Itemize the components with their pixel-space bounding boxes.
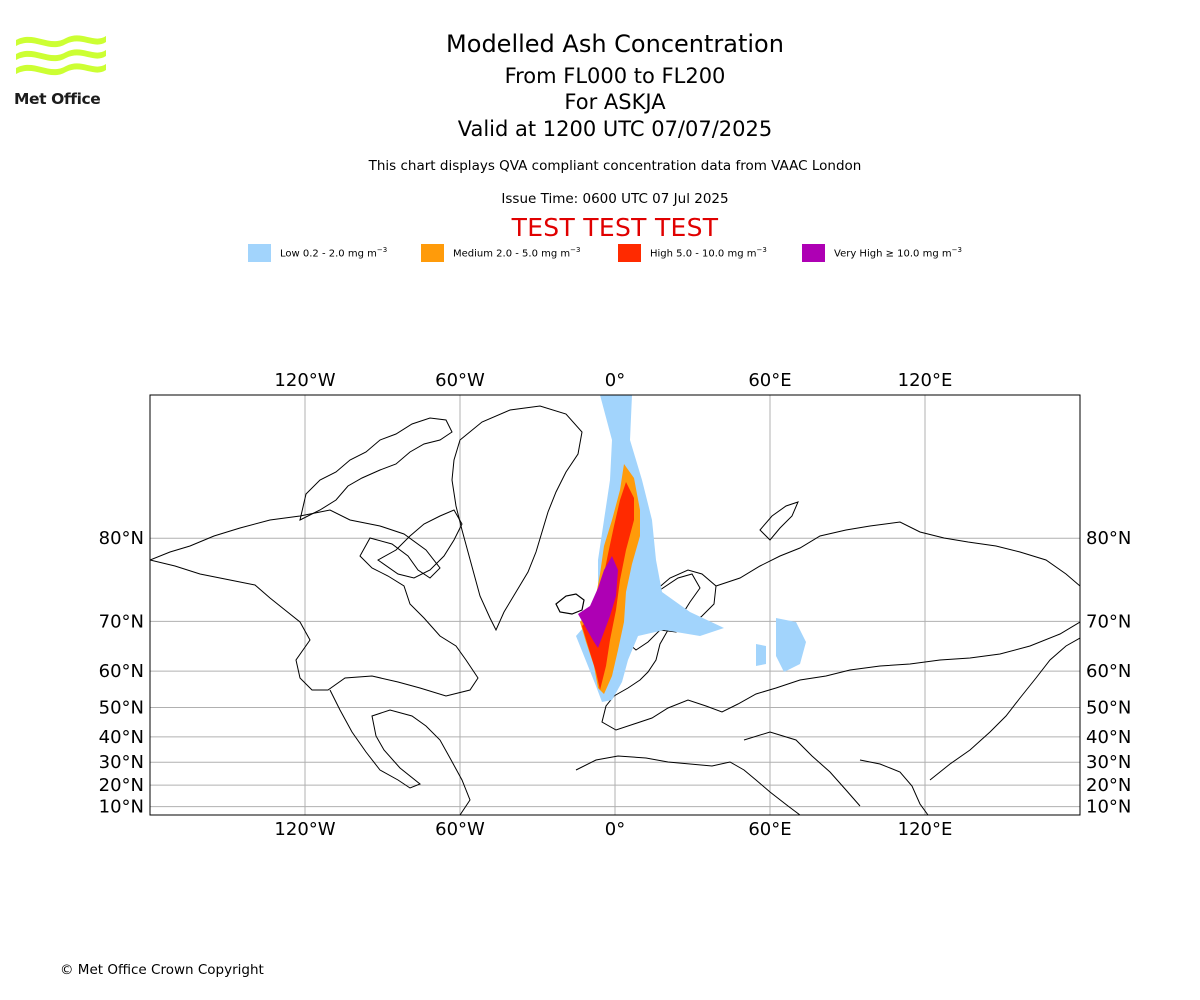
- lat-labels-right: 80°N 70°N 60°N 50°N 40°N 30°N20°N10°N: [1086, 528, 1131, 817]
- legend-swatch-medium: [421, 244, 444, 262]
- lon-label: 0°: [605, 819, 625, 840]
- landmass-india: [859, 759, 929, 815]
- landmass-north-america: [150, 509, 479, 697]
- landmass-greenland: [451, 405, 583, 632]
- logo-text: Met Office: [14, 90, 101, 108]
- lon-label: 120°E: [898, 370, 953, 391]
- lat-label: 40°N: [1086, 727, 1131, 748]
- flight-levels: From FL000 to FL200: [504, 64, 726, 88]
- landmass-africa: [575, 755, 801, 815]
- ash-low-east: [776, 618, 806, 672]
- ash-plume: [576, 395, 806, 702]
- lon-label: 120°W: [274, 370, 335, 391]
- ash-very-high: [578, 556, 618, 648]
- issue-time: Issue Time: 0600 UTC 07 Jul 2025: [501, 191, 729, 207]
- lon-label: 120°W: [274, 819, 335, 840]
- lat-label: 30°N: [99, 752, 144, 773]
- lat-label: 30°N: [1086, 752, 1131, 773]
- lon-label: 60°W: [435, 819, 485, 840]
- map-content: [150, 395, 1080, 815]
- landmass-baffin: [377, 509, 463, 579]
- chart-description: This chart displays QVA compliant concen…: [368, 158, 862, 174]
- legend: Low 0.2 - 2.0 mg m−3 Medium 2.0 - 5.0 mg…: [0, 243, 1200, 265]
- lat-label: 10°N: [99, 797, 144, 818]
- met-office-logo: Met Office: [14, 30, 109, 112]
- lat-label: 60°N: [99, 661, 144, 682]
- legend-swatch-high: [618, 244, 641, 262]
- landmass-europe: [601, 573, 1080, 731]
- landmass-iceland: [555, 593, 585, 615]
- lat-label: 70°N: [99, 611, 144, 632]
- lat-label: 20°N: [99, 775, 144, 796]
- lat-label: 50°N: [99, 697, 144, 718]
- copyright-notice: © Met Office Crown Copyright: [60, 962, 264, 978]
- lon-labels-bottom: 120°W 60°W 0° 60°E 120°E: [274, 819, 952, 840]
- legend-item-high: High 5.0 - 10.0 mg m−3: [618, 243, 767, 263]
- landmass-novaya-zemlya: [759, 501, 799, 541]
- map-frame: [149, 394, 1081, 816]
- lat-label: 50°N: [1086, 697, 1131, 718]
- valid-time: Valid at 1200 UTC 07/07/2025: [457, 117, 773, 141]
- volcano-name: For ASKJA: [564, 90, 666, 114]
- legend-swatch-very-high: [802, 244, 825, 262]
- met-office-waves-icon: [16, 35, 106, 76]
- legend-label-high: High 5.0 - 10.0 mg m−3: [650, 246, 767, 260]
- lat-label: 40°N: [99, 727, 144, 748]
- legend-label-low: Low 0.2 - 2.0 mg m−3: [280, 246, 388, 260]
- lat-label: 20°N: [1086, 775, 1131, 796]
- legend-label-medium: Medium 2.0 - 5.0 mg m−3: [453, 246, 581, 260]
- lat-label: 60°N: [1086, 661, 1131, 682]
- lat-label: 70°N: [1086, 611, 1131, 632]
- ash-map: 120°W 60°W 0° 60°E 120°E 120°W 60°W 0° 60°E 120°…: [0, 360, 1200, 840]
- lon-label: 60°E: [748, 819, 791, 840]
- landmass-siberia: [715, 521, 1080, 587]
- map-canvas: 120°W 60°W 0° 60°E 120°E 120°W 60°W 0° 60°E 120°…: [99, 370, 1132, 840]
- lon-label: 120°E: [898, 819, 953, 840]
- landmass-east-asia: [929, 637, 1080, 781]
- test-banner: TEST TEST TEST: [511, 213, 719, 242]
- lon-labels-top: 120°W 60°W 0° 60°E 120°E: [274, 370, 952, 391]
- legend-label-very-high: Very High ≥ 10.0 mg m−3: [834, 246, 962, 260]
- legend-item-medium: Medium 2.0 - 5.0 mg m−3: [421, 243, 580, 263]
- lat-label: 80°N: [1086, 528, 1131, 549]
- lon-label: 0°: [605, 370, 625, 391]
- landmass-arabia: [743, 731, 861, 807]
- chart-title: Modelled Ash Concentration: [446, 30, 784, 58]
- lat-label: 10°N: [1086, 797, 1131, 818]
- lat-label: 80°N: [99, 528, 144, 549]
- lon-label: 60°W: [435, 370, 485, 391]
- ash-low-east-2: [756, 644, 766, 666]
- landmass-arctic-islands: [299, 417, 453, 521]
- legend-swatch-low: [248, 244, 271, 262]
- legend-item-very-high: Very High ≥ 10.0 mg m−3: [802, 243, 962, 263]
- landmass-mexico: [329, 689, 471, 815]
- lat-labels-left: 80°N 70°N 60°N 50°N 40°N 30°N20°N10°N: [99, 528, 144, 817]
- legend-item-low: Low 0.2 - 2.0 mg m−3: [248, 243, 387, 263]
- lon-label: 60°E: [748, 370, 791, 391]
